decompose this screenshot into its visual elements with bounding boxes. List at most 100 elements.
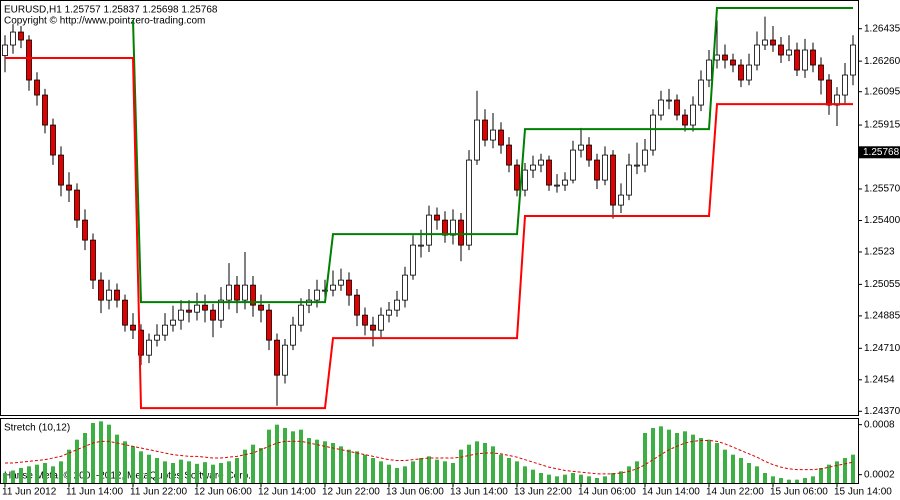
y-tick-label: 1.2454	[864, 374, 895, 385]
histogram-bar	[163, 461, 167, 483]
y-tick-label: 1.24370	[864, 406, 900, 417]
histogram-bar	[27, 466, 31, 483]
histogram-bar	[811, 476, 815, 483]
candle-body	[58, 154, 64, 186]
histogram-bar	[579, 474, 583, 483]
candle-body	[810, 49, 816, 66]
x-tick-label: 13 Jun 06:00	[386, 487, 444, 498]
candle-body	[706, 59, 712, 81]
candle-body	[442, 219, 448, 236]
candle-body	[426, 214, 432, 246]
candle-body	[194, 304, 200, 313]
candle-body	[218, 299, 224, 321]
candle-body	[450, 219, 456, 236]
candle-body	[770, 39, 776, 46]
candle-body	[698, 79, 704, 106]
histogram-bar	[683, 431, 687, 483]
histogram-bar	[19, 468, 23, 483]
histogram-bar	[51, 466, 55, 483]
histogram-bar	[99, 421, 103, 483]
band-line	[5, 56, 853, 410]
x-tick-label: 11 Jun 2012	[2, 487, 57, 498]
candle-body	[562, 179, 568, 186]
candle-body	[98, 279, 104, 301]
histogram-bar	[779, 478, 783, 483]
candle-body	[778, 44, 784, 56]
candle-body	[74, 189, 80, 221]
y-tick-label: 1.24885	[864, 311, 900, 322]
x-tick-label: 14 Jun 14:00	[642, 487, 700, 498]
histogram-bar	[835, 461, 839, 483]
candle-body	[386, 309, 392, 316]
histogram-bar	[211, 464, 215, 483]
candle-body	[618, 194, 624, 206]
candle-body	[402, 274, 408, 301]
candle-body	[690, 104, 696, 126]
candle-body	[178, 309, 184, 321]
histogram-bar	[227, 461, 231, 483]
candle-body	[154, 334, 160, 341]
sub-frame	[0, 418, 859, 484]
histogram-bar	[275, 424, 279, 483]
histogram-bar	[115, 434, 119, 483]
histogram-bar	[387, 464, 391, 483]
histogram-bar	[803, 478, 807, 483]
candle-body	[754, 44, 760, 66]
histogram-bar	[203, 462, 207, 483]
histogram-bar	[43, 463, 47, 483]
candle-body	[602, 154, 608, 181]
histogram-bar	[571, 473, 575, 483]
candle-body	[850, 44, 856, 76]
histogram-bar	[131, 446, 135, 483]
candle-body	[66, 184, 72, 191]
histogram-bar	[555, 476, 559, 483]
histogram-bar	[755, 466, 759, 483]
candle-body	[26, 39, 32, 81]
y-tick-label: 1.24710	[864, 343, 900, 354]
x-tick-label: 11 Jun 14:00	[66, 487, 124, 498]
chart-title: EURUSD,H1 1.25757 1.25837 1.25698 1.2576…	[4, 5, 218, 16]
x-tick-label: 15 Jun 06:00	[770, 487, 828, 498]
histogram-bar	[611, 473, 615, 483]
candle-body	[90, 239, 96, 281]
candle-body	[114, 289, 120, 301]
candle-body	[370, 324, 376, 331]
candle-body	[226, 284, 232, 301]
candle-body	[10, 31, 16, 46]
candle-body	[538, 159, 544, 166]
candle-body	[298, 304, 304, 326]
histogram-bar	[483, 443, 487, 483]
y-tick-label: 1.26435	[864, 23, 900, 34]
candle-body	[346, 279, 352, 296]
candle-body	[82, 219, 88, 241]
histogram-bar	[11, 470, 15, 483]
candle-body	[714, 54, 720, 61]
candle-body	[418, 244, 424, 247]
candle-body	[234, 284, 240, 301]
candle-body	[674, 99, 680, 116]
candle-body	[722, 54, 728, 61]
histogram-bar	[291, 431, 295, 483]
histogram-bar	[723, 449, 727, 483]
histogram-bar	[795, 479, 799, 483]
histogram-bar	[739, 458, 743, 483]
histogram-bar	[155, 458, 159, 483]
candle-body	[818, 64, 824, 81]
candle-body	[786, 49, 792, 56]
candle-body	[506, 144, 512, 166]
main-frame	[0, 0, 859, 416]
candle-body	[594, 159, 600, 181]
histogram-bar	[123, 441, 127, 483]
y-tick-label: 1.25570	[864, 184, 900, 195]
histogram-bar	[83, 433, 87, 483]
band-line	[132, 6, 853, 304]
candle-body	[362, 314, 368, 326]
histogram-bar	[315, 439, 319, 483]
candle-body	[682, 114, 688, 126]
histogram-bar	[307, 438, 311, 483]
candle-body	[274, 339, 280, 376]
histogram-bar	[619, 471, 623, 483]
histogram-bar	[603, 476, 607, 483]
